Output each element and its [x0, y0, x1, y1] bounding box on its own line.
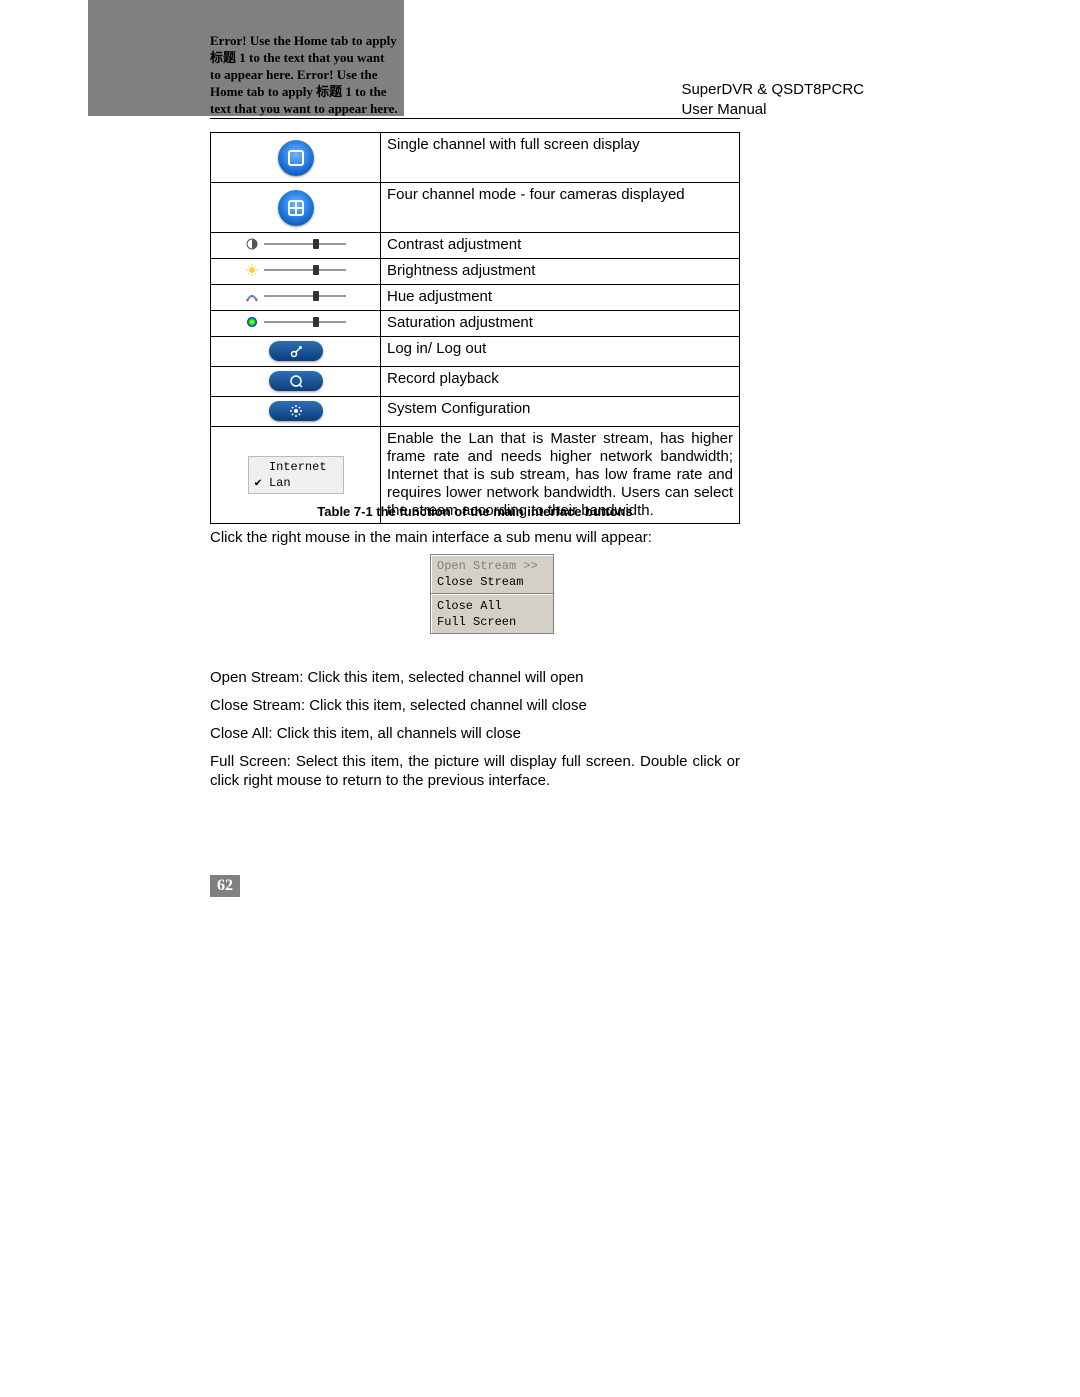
icon-cell: [211, 285, 381, 311]
header-error-text: Error! Use the Home tab to apply 标题 1 to…: [210, 33, 398, 116]
menu-open-stream[interactable]: Open Stream >>: [437, 558, 547, 574]
four-channel-icon: [278, 190, 314, 226]
header-error-box: Error! Use the Home tab to apply 标题 1 to…: [88, 0, 404, 116]
table-caption: Table 7-1 the function of the main inter…: [210, 504, 740, 519]
menu-close-all[interactable]: Close All: [437, 598, 547, 614]
desc-cell: Single channel with full screen display: [381, 133, 740, 183]
menu-close-stream[interactable]: Close Stream: [437, 574, 547, 590]
saturation-slider[interactable]: [246, 316, 346, 328]
lan-selector[interactable]: Internet ✔ Lan: [248, 456, 344, 494]
para-close-stream: Close Stream: Click this item, selected …: [210, 696, 740, 715]
para-open-stream: Open Stream: Click this item, selected c…: [210, 668, 740, 687]
table-row: Saturation adjustment: [211, 311, 740, 337]
manual-page: Error! Use the Home tab to apply 标题 1 to…: [0, 0, 1080, 1397]
brightness-slider[interactable]: [246, 264, 346, 276]
table-row: Four channel mode - four cameras display…: [211, 183, 740, 233]
desc-cell: Contrast adjustment: [381, 233, 740, 259]
playback-icon: [269, 371, 323, 391]
table-row: Record playback: [211, 367, 740, 397]
icon-cell: [211, 397, 381, 427]
icon-cell: [211, 233, 381, 259]
icon-cell: [211, 367, 381, 397]
context-submenu: Open Stream >> Close Stream Close All Fu…: [430, 554, 554, 634]
config-icon: [269, 401, 323, 421]
desc-cell: System Configuration: [381, 397, 740, 427]
desc-cell: Four channel mode - four cameras display…: [381, 183, 740, 233]
desc-cell: Log in/ Log out: [381, 337, 740, 367]
table-row: Brightness adjustment: [211, 259, 740, 285]
header-product-block: SuperDVR & QSDT8PCRC User Manual: [681, 80, 864, 120]
icon-cell: [211, 311, 381, 337]
para-submenu-intro: Click the right mouse in the main interf…: [210, 528, 740, 547]
function-table: Single channel with full screen display …: [210, 132, 740, 524]
para-close-all: Close All: Click this item, all channels…: [210, 724, 740, 743]
table-row: Hue adjustment: [211, 285, 740, 311]
contrast-slider[interactable]: [246, 238, 346, 250]
login-icon: [269, 341, 323, 361]
desc-cell: Record playback: [381, 367, 740, 397]
table-row: Single channel with full screen display: [211, 133, 740, 183]
icon-cell: [211, 133, 381, 183]
table-row: System Configuration: [211, 397, 740, 427]
desc-cell: Brightness adjustment: [381, 259, 740, 285]
table-row: Contrast adjustment: [211, 233, 740, 259]
menu-full-screen[interactable]: Full Screen: [437, 614, 547, 630]
para-full-screen: Full Screen: Select this item, the pictu…: [210, 752, 740, 790]
single-channel-icon: [278, 140, 314, 176]
icon-cell: [211, 337, 381, 367]
icon-cell: [211, 259, 381, 285]
icon-cell: [211, 183, 381, 233]
desc-cell: Hue adjustment: [381, 285, 740, 311]
header-product: SuperDVR & QSDT8PCRC: [681, 80, 864, 100]
page-number: 62: [210, 875, 240, 897]
hue-slider[interactable]: [246, 290, 346, 302]
header-rule: [210, 118, 740, 119]
desc-cell: Saturation adjustment: [381, 311, 740, 337]
table-row: Log in/ Log out: [211, 337, 740, 367]
header-doc-type: User Manual: [681, 100, 864, 120]
